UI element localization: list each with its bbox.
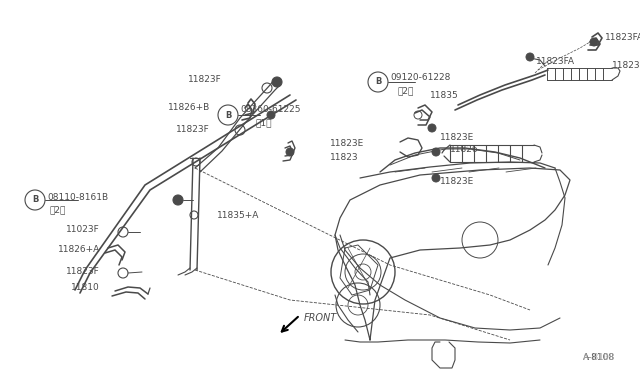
Text: 11823+A: 11823+A [612,61,640,70]
Circle shape [286,148,294,156]
Text: （1）: （1） [255,119,271,128]
Circle shape [173,195,183,205]
Circle shape [272,77,282,87]
Text: 11826+B: 11826+B [168,103,210,112]
Text: B: B [225,110,231,119]
Text: 11823F: 11823F [67,267,100,276]
Text: 11023F: 11023F [67,225,100,234]
Text: （2）: （2） [50,205,67,215]
Text: A-8108: A-8108 [583,353,615,362]
Text: 08110-8161B: 08110-8161B [47,192,108,202]
Circle shape [590,38,598,46]
Circle shape [267,111,275,119]
Text: 11823E: 11823E [440,132,474,141]
Circle shape [526,53,534,61]
Text: 11826+A: 11826+A [58,246,100,254]
Text: A-8108: A-8108 [583,353,615,362]
Text: 11823F: 11823F [188,76,222,84]
Text: 11823F: 11823F [176,125,210,135]
Text: 11823E: 11823E [440,177,474,186]
Text: （2）: （2） [398,87,414,96]
Circle shape [432,148,440,156]
Text: 11810: 11810 [71,282,100,292]
Text: 11823E: 11823E [330,138,364,148]
Text: FRONT: FRONT [304,313,337,323]
Circle shape [428,124,436,132]
Text: 11823FA: 11823FA [536,58,575,67]
Text: 11823: 11823 [330,154,358,163]
Circle shape [432,174,440,182]
Text: 08360-61225: 08360-61225 [240,106,301,115]
Text: 09120-61228: 09120-61228 [390,74,451,83]
Text: B: B [32,196,38,205]
Text: 11826: 11826 [450,145,479,154]
Text: 11835: 11835 [430,90,459,99]
Text: 11835+A: 11835+A [217,211,259,219]
Text: 11823FA: 11823FA [605,33,640,42]
Text: B: B [375,77,381,87]
